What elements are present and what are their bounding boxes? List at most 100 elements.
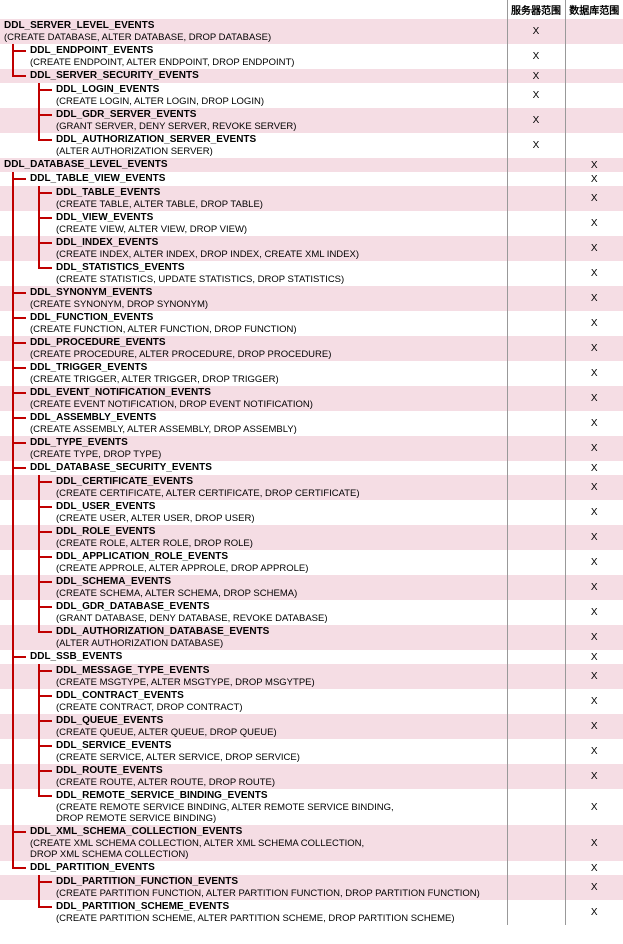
event-group-title: DDL_AUTHORIZATION_SERVER_EVENTS: [54, 134, 507, 146]
database-scope-cell: X: [565, 461, 623, 475]
tree-cell: DDL_XML_SCHEMA_COLLECTION_EVENTS(CREATE …: [0, 825, 507, 861]
tree-connector: [26, 108, 52, 133]
tree-connector: [26, 83, 52, 108]
row-content: DDL_DATABASE_LEVEL_EVENTS: [2, 159, 507, 171]
event-group-title: DDL_APPLICATION_ROLE_EVENTS: [54, 551, 507, 563]
event-group-subtitle: (CREATE ROLE, ALTER ROLE, DROP ROLE): [54, 538, 507, 549]
tree-connector: [26, 211, 52, 236]
database-scope-cell: [565, 108, 623, 133]
row-content: DDL_INDEX_EVENTS(CREATE INDEX, ALTER IND…: [54, 237, 507, 260]
tree-connector: [0, 600, 26, 625]
table-row: DDL_PARTITION_FUNCTION_EVENTS(CREATE PAR…: [0, 875, 623, 900]
row-content: DDL_TRIGGER_EVENTS(CREATE TRIGGER, ALTER…: [28, 362, 507, 385]
server-scope-cell: [507, 336, 565, 361]
event-group-title: DDL_PARTITION_FUNCTION_EVENTS: [54, 876, 507, 888]
row-content: DDL_CONTRACT_EVENTS(CREATE CONTRACT, DRO…: [54, 690, 507, 713]
tree-cell: DDL_SYNONYM_EVENTS(CREATE SYNONYM, DROP …: [0, 286, 507, 311]
event-group-subtitle: (CREATE REMOTE SERVICE BINDING, ALTER RE…: [54, 802, 507, 824]
table-row: DDL_LOGIN_EVENTS(CREATE LOGIN, ALTER LOG…: [0, 83, 623, 108]
database-scope-cell: X: [565, 664, 623, 689]
server-scope-cell: [507, 211, 565, 236]
row-content: DDL_ENDPOINT_EVENTS(CREATE ENDPOINT, ALT…: [28, 45, 507, 68]
tree-cell: DDL_PROCEDURE_EVENTS(CREATE PROCEDURE, A…: [0, 336, 507, 361]
server-scope-cell: [507, 500, 565, 525]
tree-connector: [26, 133, 52, 158]
row-content: DDL_APPLICATION_ROLE_EVENTS(CREATE APPRO…: [54, 551, 507, 574]
tree-cell: DDL_FUNCTION_EVENTS(CREATE FUNCTION, ALT…: [0, 311, 507, 336]
row-content: DDL_PROCEDURE_EVENTS(CREATE PROCEDURE, A…: [28, 337, 507, 360]
row-content: DDL_QUEUE_EVENTS(CREATE QUEUE, ALTER QUE…: [54, 715, 507, 738]
tree-cell: DDL_QUEUE_EVENTS(CREATE QUEUE, ALTER QUE…: [0, 714, 507, 739]
tree-connector: [26, 525, 52, 550]
table-row: DDL_REMOTE_SERVICE_BINDING_EVENTS(CREATE…: [0, 789, 623, 825]
row-content: DDL_FUNCTION_EVENTS(CREATE FUNCTION, ALT…: [28, 312, 507, 335]
tree-cell: DDL_GDR_SERVER_EVENTS(GRANT SERVER, DENY…: [0, 108, 507, 133]
tree-connector: [26, 550, 52, 575]
row-content: DDL_TABLE_VIEW_EVENTS: [28, 173, 507, 185]
event-group-subtitle: (CREATE PARTITION SCHEME, ALTER PARTITIO…: [54, 913, 507, 924]
event-group-title: DDL_TABLE_EVENTS: [54, 187, 507, 199]
table-row: DDL_ENDPOINT_EVENTS(CREATE ENDPOINT, ALT…: [0, 44, 623, 69]
event-group-title: DDL_ENDPOINT_EVENTS: [28, 45, 507, 57]
tree-connector: [0, 475, 26, 500]
event-group-title: DDL_TYPE_EVENTS: [28, 437, 507, 449]
header-empty: [0, 0, 507, 19]
server-scope-cell: [507, 386, 565, 411]
table-row: DDL_TABLE_EVENTS(CREATE TABLE, ALTER TAB…: [0, 186, 623, 211]
tree-cell: DDL_MESSAGE_TYPE_EVENTS(CREATE MSGTYPE, …: [0, 664, 507, 689]
tree-connector: [26, 625, 52, 650]
event-group-title: DDL_PARTITION_SCHEME_EVENTS: [54, 901, 507, 913]
tree-connector: [0, 436, 26, 461]
tree-connector: [0, 261, 26, 286]
tree-connector: [0, 186, 26, 211]
event-group-title: DDL_PARTITION_EVENTS: [28, 862, 507, 874]
tree-connector: [0, 83, 26, 108]
table-row: DDL_GDR_DATABASE_EVENTS(GRANT DATABASE, …: [0, 600, 623, 625]
table-row: DDL_DATABASE_LEVEL_EVENTSX: [0, 158, 623, 172]
event-group-title: DDL_XML_SCHEMA_COLLECTION_EVENTS: [28, 826, 507, 838]
server-scope-cell: [507, 436, 565, 461]
table-row: DDL_USER_EVENTS(CREATE USER, ALTER USER,…: [0, 500, 623, 525]
server-scope-cell: [507, 286, 565, 311]
event-group-title: DDL_QUEUE_EVENTS: [54, 715, 507, 727]
tree-cell: DDL_PARTITION_SCHEME_EVENTS(CREATE PARTI…: [0, 900, 507, 925]
tree-cell: DDL_ASSEMBLY_EVENTS(CREATE ASSEMBLY, ALT…: [0, 411, 507, 436]
database-scope-cell: X: [565, 739, 623, 764]
tree-connector: [26, 261, 52, 286]
header-database-scope: 数据库范围: [565, 0, 623, 19]
tree-connector: [0, 211, 26, 236]
row-content: DDL_GDR_SERVER_EVENTS(GRANT SERVER, DENY…: [54, 109, 507, 132]
server-scope-cell: X: [507, 19, 565, 44]
table-row: DDL_GDR_SERVER_EVENTS(GRANT SERVER, DENY…: [0, 108, 623, 133]
tree-connector: [0, 311, 26, 336]
table-row: DDL_TRIGGER_EVENTS(CREATE TRIGGER, ALTER…: [0, 361, 623, 386]
server-scope-cell: [507, 714, 565, 739]
event-group-subtitle: (CREATE TABLE, ALTER TABLE, DROP TABLE): [54, 199, 507, 210]
row-content: DDL_ROLE_EVENTS(CREATE ROLE, ALTER ROLE,…: [54, 526, 507, 549]
tree-connector: [0, 361, 26, 386]
row-content: DDL_SERVER_LEVEL_EVENTS(CREATE DATABASE,…: [2, 20, 507, 43]
server-scope-cell: [507, 600, 565, 625]
event-group-subtitle: (CREATE SYNONYM, DROP SYNONYM): [28, 299, 507, 310]
server-scope-cell: [507, 825, 565, 861]
tree-connector: [0, 875, 26, 900]
database-scope-cell: X: [565, 689, 623, 714]
event-group-subtitle: (CREATE APPROLE, ALTER APPROLE, DROP APP…: [54, 563, 507, 574]
tree-connector: [0, 689, 26, 714]
tree-connector: [26, 875, 52, 900]
event-group-subtitle: (CREATE CONTRACT, DROP CONTRACT): [54, 702, 507, 713]
event-group-title: DDL_VIEW_EVENTS: [54, 212, 507, 224]
database-scope-cell: X: [565, 500, 623, 525]
database-scope-cell: X: [565, 336, 623, 361]
tree-connector: [0, 461, 26, 475]
event-group-title: DDL_MESSAGE_TYPE_EVENTS: [54, 665, 507, 677]
event-group-subtitle: (CREATE MSGTYPE, ALTER MSGTYPE, DROP MSG…: [54, 677, 507, 688]
database-scope-cell: X: [565, 825, 623, 861]
event-group-title: DDL_STATISTICS_EVENTS: [54, 262, 507, 274]
tree-cell: DDL_TYPE_EVENTS(CREATE TYPE, DROP TYPE): [0, 436, 507, 461]
event-group-subtitle: (CREATE USER, ALTER USER, DROP USER): [54, 513, 507, 524]
event-group-title: DDL_REMOTE_SERVICE_BINDING_EVENTS: [54, 790, 507, 802]
event-group-subtitle: (CREATE PROCEDURE, ALTER PROCEDURE, DROP…: [28, 349, 507, 360]
event-group-title: DDL_DATABASE_LEVEL_EVENTS: [2, 159, 507, 171]
database-scope-cell: X: [565, 261, 623, 286]
